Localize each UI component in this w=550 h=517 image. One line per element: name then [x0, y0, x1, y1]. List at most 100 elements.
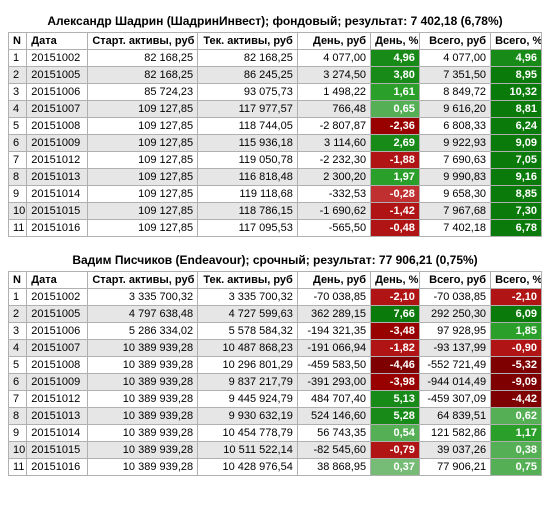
table-row: 112015101610 389 939,2810 428 976,5438 8… [9, 459, 542, 476]
cell-date: 20151013 [27, 169, 88, 186]
cell-totalpct: 1,17 [491, 425, 542, 442]
table-row: 920151014109 127,85119 118,68-332,53-0,2… [9, 186, 542, 203]
cell-start: 109 127,85 [88, 186, 198, 203]
cell-daypct: 5,13 [371, 391, 420, 408]
cell-totalpct: 0,62 [491, 408, 542, 425]
cell-cur: 9 930 632,19 [198, 408, 298, 425]
cell-cur: 116 818,48 [198, 169, 298, 186]
cell-cur: 10 454 778,79 [198, 425, 298, 442]
column-header: N [9, 33, 27, 50]
cell-start: 10 389 939,28 [88, 391, 198, 408]
cell-cur: 93 075,73 [198, 84, 298, 101]
column-header: Тек. активы, руб [198, 33, 298, 50]
cell-n: 3 [9, 84, 27, 101]
cell-n: 9 [9, 425, 27, 442]
cell-n: 1 [9, 289, 27, 306]
cell-daypct: 1,61 [371, 84, 420, 101]
cell-date: 20151006 [27, 84, 88, 101]
cell-daypct: -3,98 [371, 374, 420, 391]
cell-cur: 9 837 217,79 [198, 374, 298, 391]
table-row: 62015100910 389 939,289 837 217,79-391 2… [9, 374, 542, 391]
cell-day: 1 498,22 [297, 84, 370, 101]
cell-total: 7 690,63 [419, 152, 490, 169]
table-row: 32015100685 724,2393 075,731 498,221,618… [9, 84, 542, 101]
cell-total: -459 307,09 [419, 391, 490, 408]
cell-start: 109 127,85 [88, 152, 198, 169]
cell-daypct: 0,37 [371, 459, 420, 476]
cell-n: 11 [9, 459, 27, 476]
column-header: Всего, руб [419, 33, 490, 50]
cell-n: 5 [9, 118, 27, 135]
cell-cur: 10 487 868,23 [198, 340, 298, 357]
cell-daypct: 5,28 [371, 408, 420, 425]
results-table: NДатаСтарт. активы, рубТек. активы, рубД… [8, 271, 542, 476]
cell-totalpct: -5,32 [491, 357, 542, 374]
cell-date: 20151008 [27, 118, 88, 135]
table-row: 82015101310 389 939,289 930 632,19524 14… [9, 408, 542, 425]
cell-daypct: 0,65 [371, 101, 420, 118]
cell-totalpct: 7,05 [491, 152, 542, 169]
cell-n: 7 [9, 152, 27, 169]
cell-n: 10 [9, 203, 27, 220]
table-row: 1020151015109 127,85118 786,15-1 690,62-… [9, 203, 542, 220]
table-row: 2201510054 797 638,484 727 599,63362 289… [9, 306, 542, 323]
cell-totalpct: 9,09 [491, 135, 542, 152]
cell-total: 39 037,26 [419, 442, 490, 459]
cell-n: 3 [9, 323, 27, 340]
cell-total: -70 038,85 [419, 289, 490, 306]
cell-n: 5 [9, 357, 27, 374]
table-row: 22015100582 168,2586 245,253 274,503,807… [9, 67, 542, 84]
cell-date: 20151005 [27, 306, 88, 323]
cell-start: 10 389 939,28 [88, 459, 198, 476]
cell-n: 1 [9, 50, 27, 67]
table-row: 52015100810 389 939,2810 296 801,29-459 … [9, 357, 542, 374]
cell-total: 9 658,30 [419, 186, 490, 203]
cell-date: 20151005 [27, 67, 88, 84]
cell-day: 3 274,50 [297, 67, 370, 84]
cell-daypct: -3,48 [371, 323, 420, 340]
table-row: 42015100710 389 939,2810 487 868,23-191 … [9, 340, 542, 357]
cell-day: -332,53 [297, 186, 370, 203]
cell-total: 64 839,51 [419, 408, 490, 425]
cell-date: 20151016 [27, 459, 88, 476]
table-title: Александр Шадрин (ШадринИнвест); фондовы… [8, 8, 542, 32]
cell-total: 9 990,83 [419, 169, 490, 186]
table-row: 720151012109 127,85119 050,78-2 232,30-1… [9, 152, 542, 169]
cell-total: 292 250,30 [419, 306, 490, 323]
cell-day: 3 114,60 [297, 135, 370, 152]
cell-n: 6 [9, 135, 27, 152]
cell-cur: 10 296 801,29 [198, 357, 298, 374]
cell-total: 77 906,21 [419, 459, 490, 476]
cell-cur: 119 118,68 [198, 186, 298, 203]
cell-start: 82 168,25 [88, 67, 198, 84]
table-row: 1201510023 335 700,323 335 700,32-70 038… [9, 289, 542, 306]
cell-daypct: 3,80 [371, 67, 420, 84]
table-row: 520151008109 127,85118 744,05-2 807,87-2… [9, 118, 542, 135]
cell-n: 2 [9, 306, 27, 323]
cell-date: 20151009 [27, 374, 88, 391]
cell-start: 10 389 939,28 [88, 425, 198, 442]
cell-start: 109 127,85 [88, 203, 198, 220]
column-header: День, руб [297, 272, 370, 289]
cell-day: 484 707,40 [297, 391, 370, 408]
cell-date: 20151015 [27, 203, 88, 220]
cell-date: 20151009 [27, 135, 88, 152]
cell-daypct: 0,54 [371, 425, 420, 442]
cell-n: 7 [9, 391, 27, 408]
cell-day: -459 583,50 [297, 357, 370, 374]
table-row: 820151013109 127,85116 818,482 300,201,9… [9, 169, 542, 186]
cell-start: 10 389 939,28 [88, 357, 198, 374]
cell-totalpct: -2,10 [491, 289, 542, 306]
cell-totalpct: 7,30 [491, 203, 542, 220]
column-header: Всего, % [491, 33, 542, 50]
cell-date: 20151002 [27, 289, 88, 306]
cell-cur: 119 050,78 [198, 152, 298, 169]
cell-day: -2 232,30 [297, 152, 370, 169]
cell-total: 7 402,18 [419, 220, 490, 237]
table-row: 72015101210 389 939,289 445 924,79484 70… [9, 391, 542, 408]
cell-day: -194 321,35 [297, 323, 370, 340]
table-row: 620151009109 127,85115 936,183 114,602,6… [9, 135, 542, 152]
cell-total: 6 808,33 [419, 118, 490, 135]
cell-n: 2 [9, 67, 27, 84]
cell-total: 8 849,72 [419, 84, 490, 101]
